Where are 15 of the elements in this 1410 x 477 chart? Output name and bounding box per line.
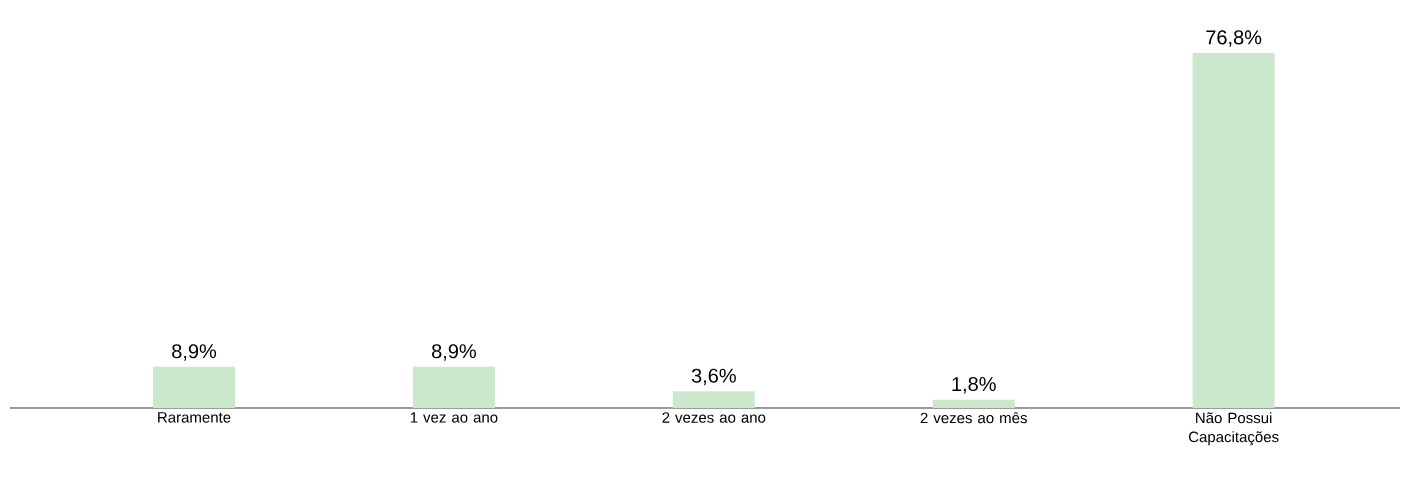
bar bbox=[672, 391, 755, 408]
data-label: 8,9% bbox=[172, 344, 217, 361]
bar bbox=[153, 366, 236, 408]
x-tick-label: Não Possui Capacitações bbox=[1188, 412, 1279, 446]
x-tick-label: 1 vez ao ano bbox=[410, 412, 498, 423]
x-tick-label: 2 vezes ao mês bbox=[920, 412, 1027, 424]
bar bbox=[932, 399, 1015, 408]
x-tick-label: 2 vezes ao ano bbox=[662, 412, 766, 423]
bar bbox=[412, 366, 495, 408]
bar bbox=[1192, 53, 1275, 408]
data-label: 76,8% bbox=[1206, 30, 1262, 47]
x-tick-label: Raramente bbox=[158, 412, 231, 423]
data-label: 3,6% bbox=[691, 368, 736, 386]
data-label: 1,8% bbox=[952, 376, 996, 394]
data-label: 8,9% bbox=[431, 344, 476, 361]
